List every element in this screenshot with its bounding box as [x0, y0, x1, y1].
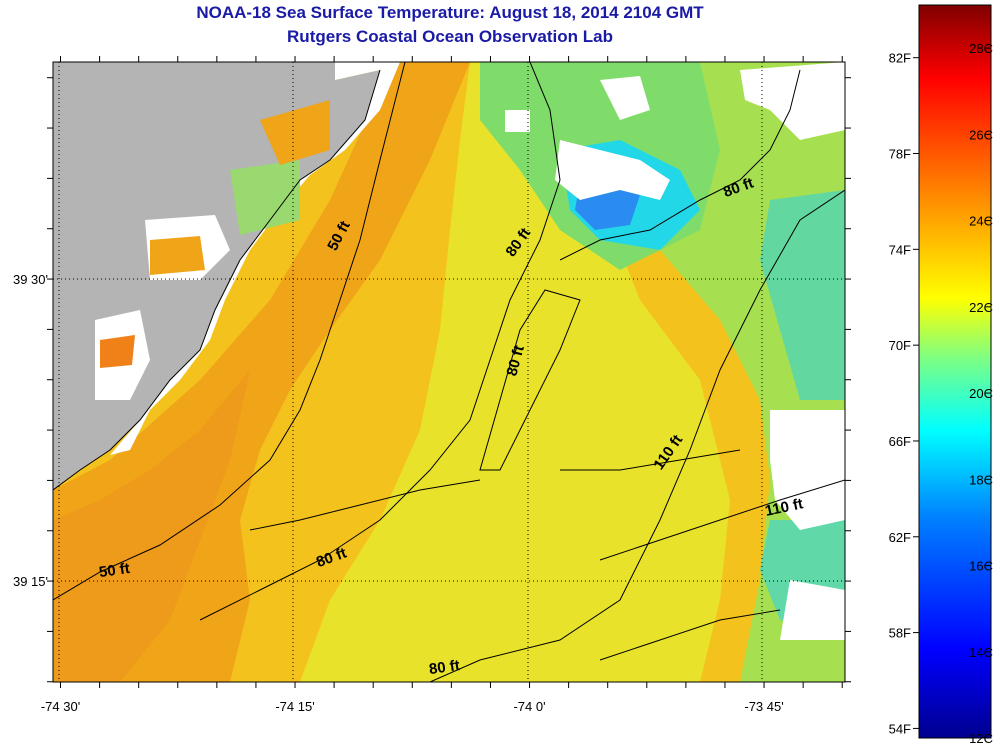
colorbar-f-label: 58F	[889, 626, 911, 641]
colorbar	[918, 4, 992, 739]
nodata-cloud	[600, 76, 650, 120]
colorbar-c-label: 18C	[969, 472, 993, 487]
nodata-cloud	[780, 580, 845, 640]
lon-tick-label: -74 15'	[275, 699, 314, 714]
colorbar-labels: 28C 26C 24C 22C 20C 18C 16C 14C 12C 82F 78F 74F 70F 6…	[889, 41, 993, 746]
colorbar-f-label: 66F	[889, 434, 911, 449]
lat-tick-label: 39 30'	[13, 272, 48, 287]
cold-water-patch-east	[760, 190, 845, 400]
coastline	[53, 69, 381, 491]
colorbar-c-label: 14C	[969, 645, 993, 660]
nodata-cloud	[555, 140, 670, 200]
map-title: NOAA-18 Sea Surface Temperature: August …	[196, 3, 704, 22]
colorbar-c-label: 28C	[969, 41, 993, 56]
warm-water-core	[53, 370, 250, 682]
bay-warm-water	[100, 335, 135, 368]
colorbar-f-label: 62F	[889, 530, 911, 545]
contour-label: 80 ft	[428, 657, 461, 678]
bay-warm-water	[260, 100, 330, 165]
bay-warm-water	[150, 236, 205, 275]
colorbar-f-label: 54F	[889, 721, 911, 736]
colorbar-f-label: 74F	[889, 242, 911, 257]
nodata-cloud	[505, 110, 530, 132]
colorbar-c-label: 20C	[969, 386, 993, 401]
mid-water-region	[300, 62, 730, 682]
contour-label: 50 ft	[98, 560, 131, 581]
bathymetry-contours	[53, 62, 845, 682]
plot-frame	[52, 61, 846, 683]
lon-tick-label: -73 45'	[744, 699, 783, 714]
bay-cool-water	[230, 160, 300, 235]
axis-labels: -74 30' -74 15' -74 0' -73 45' 39 30' 39 15'	[13, 272, 784, 714]
lon-tick-label: -74 30'	[41, 699, 80, 714]
colorbar-c-label: 22C	[969, 300, 993, 315]
colorbar-f-label: 82F	[889, 51, 911, 66]
lat-tick-label: 39 15'	[13, 574, 48, 589]
nodata-cloud	[770, 410, 845, 530]
colorbar-c-label: 24C	[969, 214, 993, 229]
colorbar-f-label: 70F	[889, 338, 911, 353]
graticule	[53, 62, 845, 682]
lon-tick-label: -74 0'	[513, 699, 545, 714]
map-subtitle: Rutgers Coastal Ocean Observation Lab	[287, 27, 613, 46]
colorbar-c-label: 26C	[969, 127, 993, 142]
colorbar-c-label: 12C	[969, 731, 993, 746]
colorbar-f-label: 78F	[889, 147, 911, 162]
colorbar-c-label: 16C	[969, 559, 993, 574]
axis-ticks	[47, 56, 851, 688]
